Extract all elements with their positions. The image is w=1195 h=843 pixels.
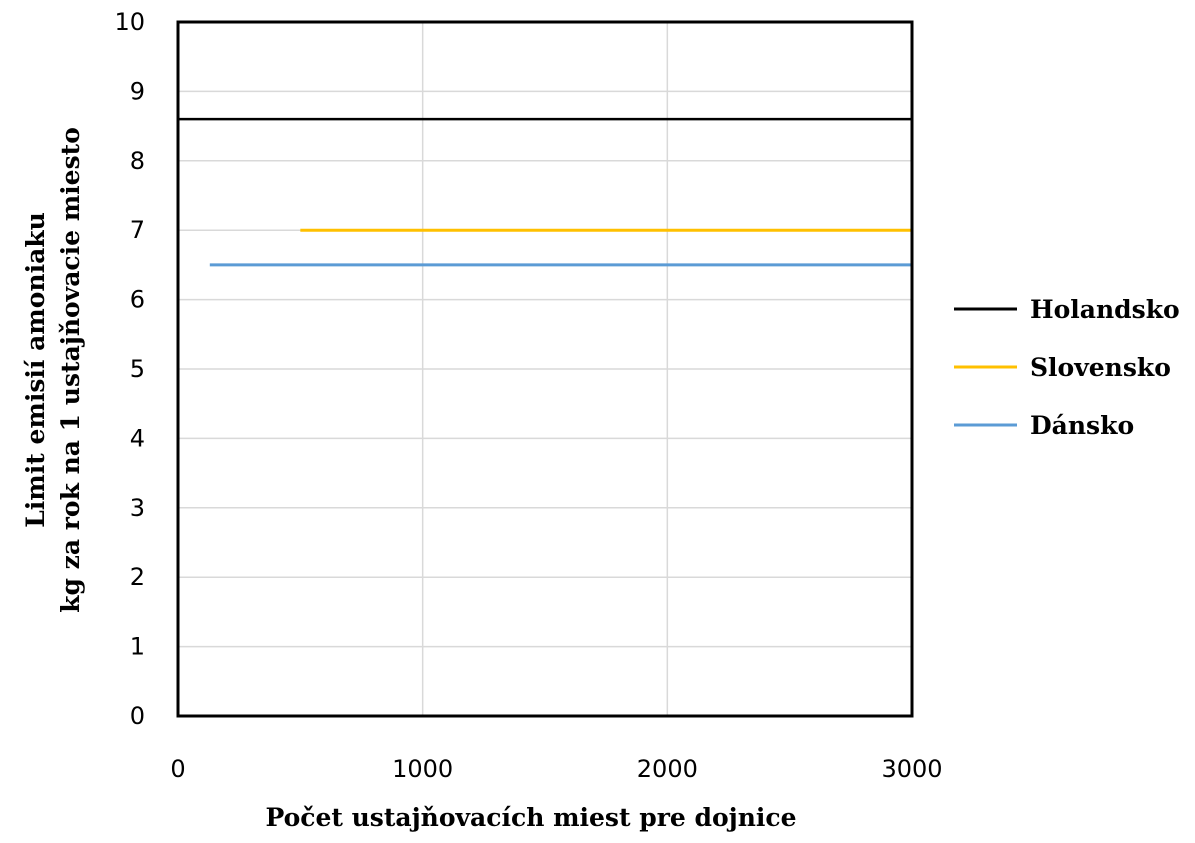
y-axis-title-line-2: kg za rok na 1 ustajňovacie miesto	[56, 127, 85, 613]
legend-label-holandsko: Holandsko	[1030, 295, 1180, 324]
x-tick-label: 3000	[881, 755, 942, 783]
y-axis-title-line-1: Limit emisií amoniaku	[21, 212, 50, 528]
legend-label-dánsko: Dánsko	[1030, 411, 1134, 440]
y-tick-label: 9	[130, 77, 145, 105]
y-tick-label: 10	[114, 8, 145, 36]
x-tick-label: 0	[170, 755, 185, 783]
x-tick-label: 1000	[392, 755, 453, 783]
y-tick-label: 7	[130, 216, 145, 244]
y-tick-label: 2	[130, 563, 145, 591]
gridlines	[177, 21, 913, 717]
y-tick-label: 8	[130, 147, 145, 175]
y-tick-label: 6	[130, 286, 145, 314]
y-tick-label: 5	[130, 355, 145, 383]
legend: Holandsko Slovensko Dánsko	[954, 295, 1180, 440]
y-tick-label: 1	[130, 633, 145, 661]
series-lines	[178, 117, 912, 267]
y-tick-label: 0	[130, 702, 145, 730]
x-axis-ticks: 0 1000 2000 3000	[170, 755, 942, 783]
x-axis-title: Počet ustajňovacích miest pre dojnice	[265, 803, 796, 832]
plot-area-frame	[176, 20, 914, 718]
x-tick-label: 2000	[637, 755, 698, 783]
y-axis-ticks: 0 1 2 3 4 5 6 7 8 9 10	[114, 8, 145, 730]
y-tick-label: 3	[130, 494, 145, 522]
y-tick-label: 4	[130, 424, 145, 452]
legend-label-slovensko: Slovensko	[1030, 353, 1171, 382]
